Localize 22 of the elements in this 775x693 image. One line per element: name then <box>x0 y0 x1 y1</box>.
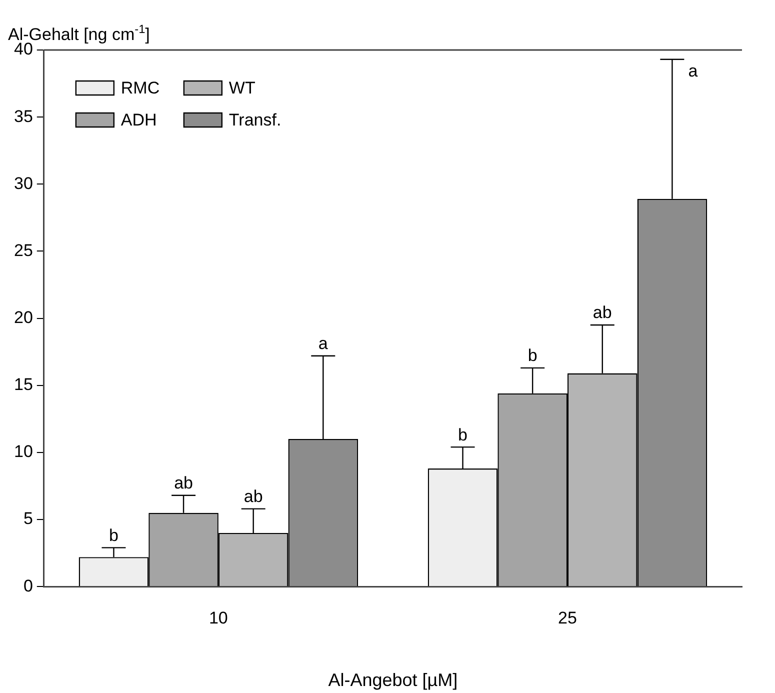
x-axis-title: Al-Angebot [µM] <box>328 670 458 690</box>
y-tick-label: 20 <box>14 308 33 327</box>
y-tick-label: 15 <box>14 375 33 394</box>
annotation: b <box>528 346 538 366</box>
y-tick-label: 0 <box>23 576 33 596</box>
y-tick-label: 30 <box>14 174 33 193</box>
y-tick-label: 35 <box>14 106 33 126</box>
y-tick-label: 25 <box>14 240 33 260</box>
annotation: ab <box>174 474 193 493</box>
y-tick-label: 10 <box>14 442 33 462</box>
annotation: b <box>458 425 468 444</box>
annotation: ab <box>592 303 612 322</box>
legend-label: Transf. <box>228 110 282 130</box>
annotation: ab <box>244 486 263 506</box>
annotation: a <box>688 62 698 81</box>
y-tick-label: 40 <box>14 40 33 59</box>
annotation: b <box>108 526 118 545</box>
legend-label: RMC <box>120 78 160 98</box>
annotation: a <box>318 334 328 354</box>
legend-label: ADH <box>120 110 157 130</box>
legend-label: WT <box>228 78 256 98</box>
y-tick-label: 5 <box>23 509 33 528</box>
